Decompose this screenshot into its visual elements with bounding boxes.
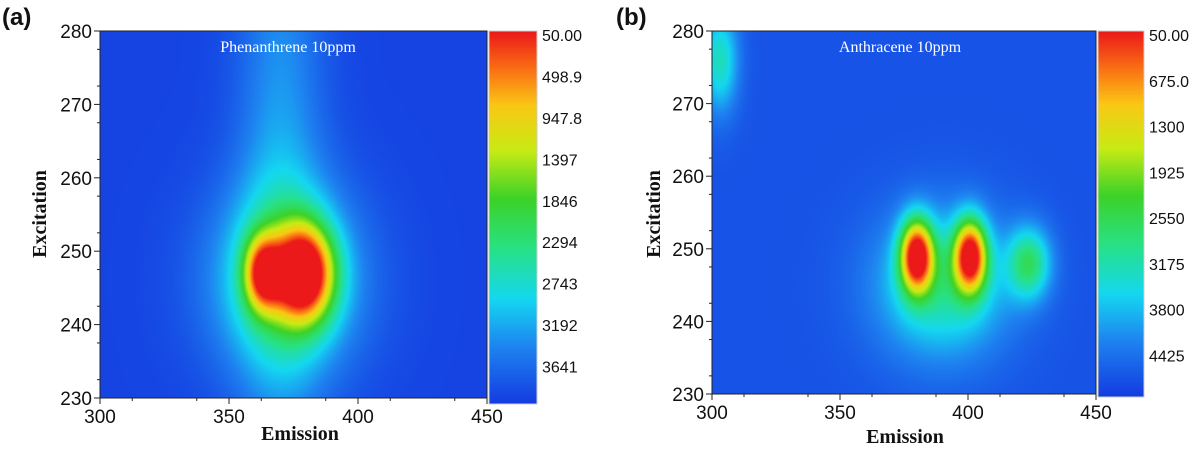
y-axis-title: Excitation bbox=[29, 170, 51, 258]
chart-title: Anthracene 10ppm bbox=[839, 39, 962, 56]
colorbar-tick-label: 947.8 bbox=[542, 111, 582, 128]
y-tick-label: 280 bbox=[672, 22, 704, 43]
panel-label: (b) bbox=[616, 4, 647, 31]
y-tick-label: 230 bbox=[672, 385, 704, 406]
plot-frame bbox=[711, 30, 1097, 395]
axis-ticks: 300 350 400 450 230 240 250 260 270 280 bbox=[672, 22, 1112, 424]
colorbar-tick-label: 2550 bbox=[1149, 211, 1185, 228]
colorbar-ticks: 50.00 675.0 1300 1925 2550 3175 3800 4425 bbox=[1149, 28, 1189, 365]
y-tick-label: 240 bbox=[60, 316, 92, 337]
x-tick-label: 350 bbox=[824, 403, 856, 424]
colorbar-tick-label: 50.00 bbox=[542, 28, 582, 45]
heatmap-area bbox=[100, 31, 487, 398]
x-tick-label: 300 bbox=[84, 407, 116, 428]
x-tick-label: 450 bbox=[1080, 403, 1112, 424]
y-tick-label: 240 bbox=[672, 312, 704, 333]
colorbar-ticks: 50.00 498.9 947.8 1397 1846 2294 2743 3192 3641 bbox=[542, 28, 582, 377]
colorbar-tick-label: 1397 bbox=[542, 152, 578, 169]
colorbar-tick-label: 1300 bbox=[1149, 120, 1185, 137]
x-tick-label: 400 bbox=[952, 403, 984, 424]
y-tick-label: 230 bbox=[60, 389, 92, 410]
y-tick-label: 250 bbox=[672, 240, 704, 261]
colorbar-frame bbox=[488, 30, 538, 405]
colorbar-tick-label: 498.9 bbox=[542, 69, 582, 86]
colorbar-tick-label: 1925 bbox=[1149, 165, 1185, 182]
y-axis-title: Excitation bbox=[643, 170, 665, 258]
colorbar-tick-label: 3175 bbox=[1149, 257, 1185, 274]
colorbar-tick-label: 1846 bbox=[542, 194, 578, 211]
chart-title: Phenanthrene 10ppm bbox=[220, 39, 356, 56]
colorbar-tick-label: 50.00 bbox=[1149, 28, 1189, 45]
y-tick-label: 270 bbox=[60, 95, 92, 116]
colorbar bbox=[1098, 31, 1144, 397]
colorbar-tick-label: 3192 bbox=[542, 318, 578, 335]
panel-a: (a) Phenanthrene 10ppm 300 350 400 450 230 24… bbox=[2, 4, 582, 445]
x-axis-title: Emission bbox=[866, 426, 944, 448]
colorbar-tick-label: 4425 bbox=[1149, 348, 1185, 365]
colorbar bbox=[489, 31, 537, 404]
colorbar-frame bbox=[1097, 30, 1145, 398]
x-tick-label: 400 bbox=[342, 407, 374, 428]
colorbar-tick-label: 675.0 bbox=[1149, 74, 1189, 91]
y-tick-label: 250 bbox=[60, 242, 92, 263]
plot-frame bbox=[99, 30, 488, 399]
x-axis-title: Emission bbox=[261, 423, 339, 445]
heatmap-area bbox=[712, 31, 1096, 394]
x-tick-label: 350 bbox=[213, 407, 245, 428]
panel-label: (a) bbox=[2, 4, 31, 31]
panel-b: (b) Anthracene 10ppm 300 350 400 450 230 240 2… bbox=[616, 4, 1189, 448]
axis-ticks: 300 350 400 450 230 240 250 260 270 280 bbox=[60, 22, 503, 428]
y-tick-label: 270 bbox=[672, 95, 704, 116]
colorbar-tick-label: 2294 bbox=[542, 235, 578, 252]
x-tick-label: 300 bbox=[696, 403, 728, 424]
x-tick-label: 450 bbox=[471, 407, 503, 428]
y-tick-label: 280 bbox=[60, 22, 92, 43]
colorbar-tick-label: 2743 bbox=[542, 277, 578, 294]
colorbar-tick-label: 3641 bbox=[542, 360, 578, 377]
colorbar-tick-label: 3800 bbox=[1149, 303, 1185, 320]
y-tick-label: 260 bbox=[672, 167, 704, 188]
y-tick-label: 260 bbox=[60, 169, 92, 190]
